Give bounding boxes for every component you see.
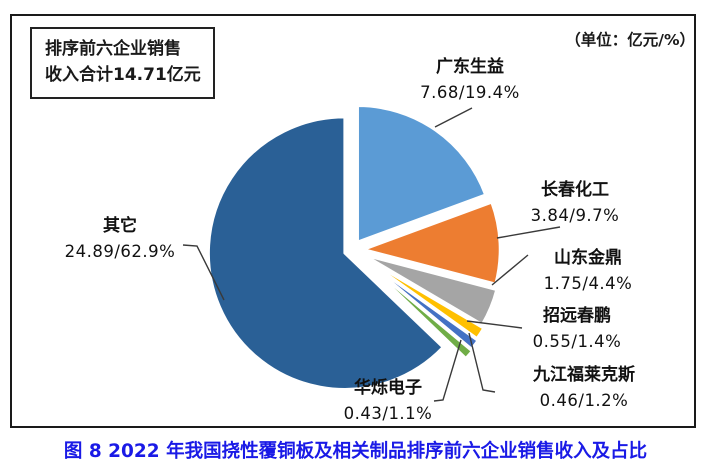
slice-value: 3.84/9.7%: [530, 206, 620, 225]
slice-name: 广东生益: [436, 57, 504, 77]
slice-label-2: 长春化工 3.84/9.7%: [531, 177, 620, 229]
slice-name: 招远春鹏: [543, 306, 611, 326]
slice-name: 长春化工: [541, 180, 609, 200]
slice-value: 24.89/62.9%: [64, 242, 176, 261]
slice-label-4: 招远春鹏 0.55/1.4%: [533, 303, 622, 355]
slice-label-7: 其它 24.89/62.9%: [65, 213, 176, 265]
unit-note: （单位：亿元/%）: [565, 31, 695, 49]
slice-value: 7.68/19.4%: [420, 83, 520, 102]
figure-caption: 图 8 2022 年我国挠性覆铜板及相关制品排序前六企业销售收入及占比: [63, 441, 648, 462]
slice-name: 华烁电子: [354, 378, 422, 398]
slice-label-3: 山东金鼎 1.75/4.4%: [544, 245, 633, 297]
slice-value: 0.55/1.4%: [532, 332, 622, 351]
slice-label-5: 九江福莱克斯 0.46/1.2%: [533, 362, 635, 414]
slice-name: 山东金鼎: [554, 248, 622, 268]
slice-value: 0.43/1.1%: [343, 404, 433, 423]
slice-label-1: 广东生益 7.68/19.4%: [420, 54, 520, 106]
summary-box-line2: 收入合计14.71亿元: [45, 65, 201, 86]
slice-value: 0.46/1.2%: [539, 391, 629, 410]
slice-name: 其它: [103, 216, 137, 236]
slice-value: 1.75/4.4%: [543, 274, 633, 293]
slice-name: 九江福莱克斯: [533, 365, 635, 385]
summary-box-line1: 排序前六企业销售: [45, 39, 181, 59]
slice-label-6: 华烁电子 0.43/1.1%: [344, 375, 433, 427]
summary-box: 排序前六企业销售 收入合计14.71亿元: [30, 27, 215, 99]
